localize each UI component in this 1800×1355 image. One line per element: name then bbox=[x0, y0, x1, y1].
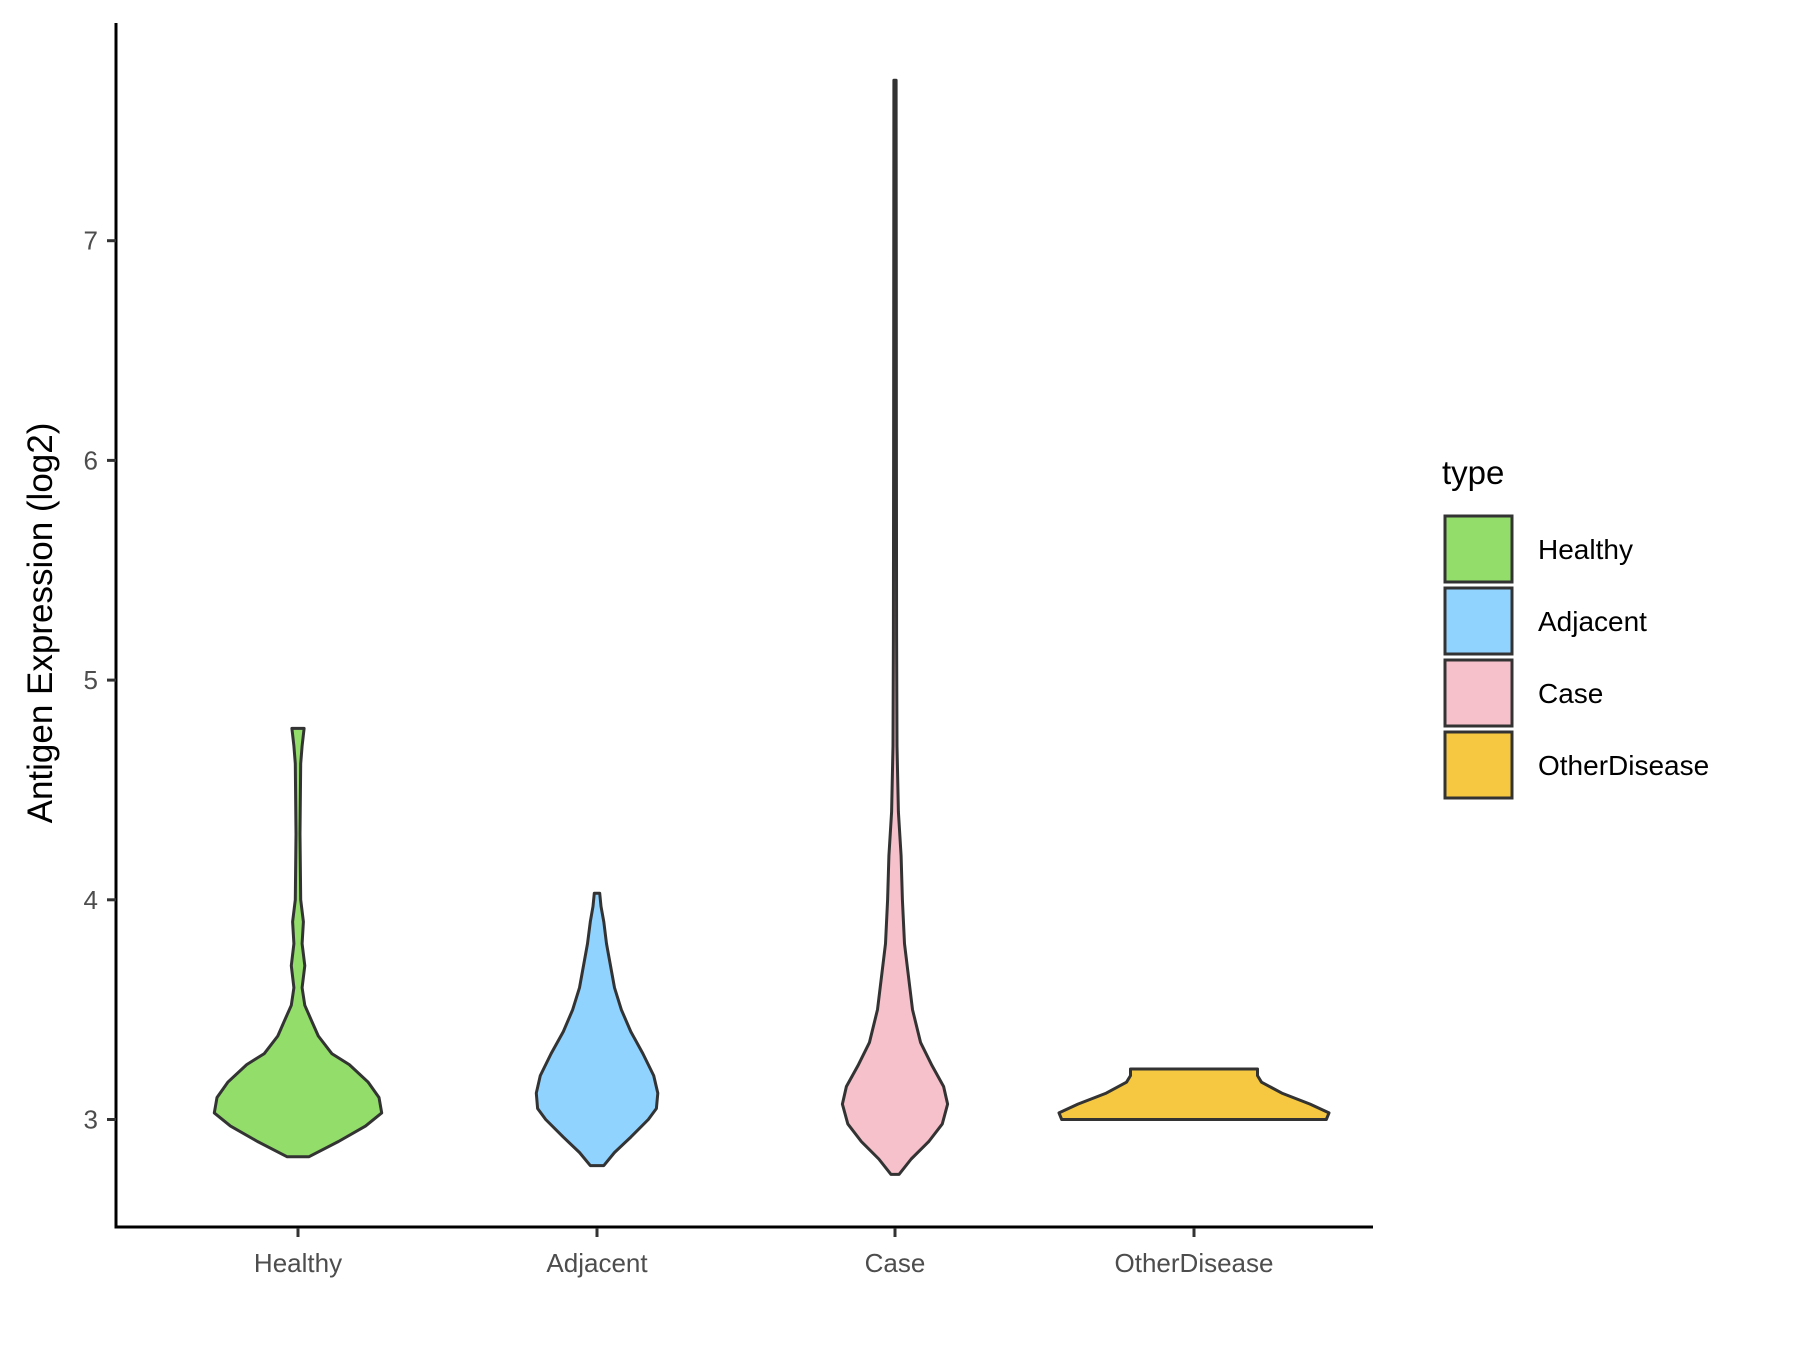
x-tick-label: Case bbox=[865, 1248, 926, 1278]
y-axis-label: Antigen Expression (log2) bbox=[21, 423, 60, 824]
x-tick-label: Adjacent bbox=[546, 1248, 648, 1278]
y-tick-label: 7 bbox=[84, 226, 98, 256]
x-ticks: Healthy Adjacent Case OtherDisease bbox=[254, 1228, 1274, 1278]
legend-key-healthy bbox=[1443, 514, 1514, 584]
y-tick-label: 5 bbox=[84, 665, 98, 695]
x-tick-label: OtherDisease bbox=[1115, 1248, 1274, 1278]
violin-case bbox=[840, 78, 950, 1176]
legend-title: type bbox=[1442, 454, 1504, 491]
legend-label: Adjacent bbox=[1538, 606, 1647, 637]
legend-label: Case bbox=[1538, 678, 1603, 709]
violin-healthy bbox=[212, 726, 384, 1159]
legend-label: OtherDisease bbox=[1538, 750, 1709, 781]
legend-key-case bbox=[1443, 658, 1514, 728]
legend: Healthy Adjacent Case OtherDisease bbox=[1443, 514, 1709, 800]
legend-key-adjacent bbox=[1443, 586, 1514, 656]
y-tick-label: 3 bbox=[84, 1105, 98, 1135]
x-tick-label: Healthy bbox=[254, 1248, 342, 1278]
violin-adjacent bbox=[534, 891, 660, 1168]
legend-label: Healthy bbox=[1538, 534, 1633, 565]
violins bbox=[212, 78, 1331, 1176]
legend-key-otherdisease bbox=[1443, 730, 1514, 800]
y-ticks: 3 4 5 6 7 bbox=[84, 226, 116, 1135]
violin-otherdisease bbox=[1057, 1067, 1331, 1121]
y-tick-label: 4 bbox=[84, 885, 98, 915]
y-tick-label: 6 bbox=[84, 445, 98, 475]
